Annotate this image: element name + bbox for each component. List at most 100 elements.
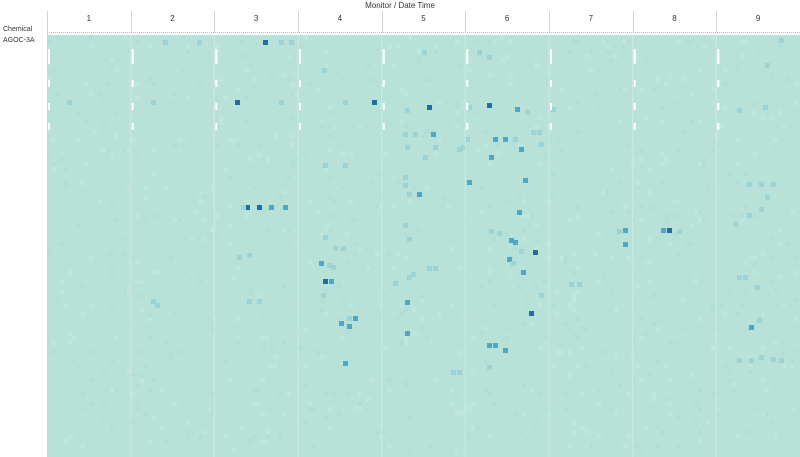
heatmap-cell [752,152,757,158]
heatmap-cell [790,364,795,369]
heatmap-highlight-cell [247,253,252,258]
heatmap-cell [572,298,577,303]
heatmap-cell [257,152,262,158]
heatmap-highlight-cell [519,249,524,254]
heatmap-cell [609,368,614,374]
heatmap-cell [173,218,178,223]
heatmap-cell [576,204,581,209]
missing-data-gap [466,103,469,110]
heatmap-cell [588,49,593,54]
heatmap-cell [538,161,543,167]
heatmap-cell [677,39,682,45]
heatmap-cell [794,100,799,106]
heatmap-cell [294,157,299,162]
heatmap-cell [483,359,488,364]
heatmap-cell [303,152,308,158]
heatmap-cell [152,171,157,176]
heatmap-cell [219,114,224,120]
heatmap-cell [101,100,106,106]
heatmap-cell [773,340,778,346]
heatmap-cell [538,392,543,397]
heatmap-cell [723,82,728,87]
heatmap-cell [534,223,539,228]
heatmap-cell [353,218,358,223]
heatmap-cell [467,406,472,411]
heatmap-cell [454,100,459,106]
heatmap-cell [290,143,295,148]
heatmap-cell [332,199,337,205]
heatmap-highlight-cell [289,40,294,45]
heatmap-highlight-cell [487,55,492,60]
heatmap-cell [147,77,152,82]
heatmap-cell [80,284,85,289]
heatmap-cell [660,429,665,435]
heatmap-cell [135,82,140,87]
heatmap-cell [294,35,299,40]
heatmap-cell [366,265,371,270]
heatmap-cell [72,335,77,341]
heatmap-cell [580,425,585,430]
heatmap-cell [639,86,644,92]
heatmap-cell [677,147,682,153]
heatmap-cell [416,227,421,233]
heatmap-cell [265,157,270,162]
heatmap-cell [303,35,308,40]
heatmap-highlight-cell [319,261,324,266]
heatmap-cell [710,86,715,92]
heatmap-cell [299,44,304,50]
heatmap-highlight-cell [431,132,436,137]
heatmap-cell [769,255,774,261]
heatmap-cell [567,373,572,379]
heatmap-cell [185,434,190,440]
heatmap-cell [206,317,211,322]
heatmap-cell [626,39,631,45]
heatmap-highlight-cell [569,282,574,287]
heatmap-cell [794,255,799,261]
heatmap-cell [273,133,278,139]
heatmap-cell [521,321,526,327]
heatmap-highlight-cell [279,100,284,105]
heatmap-cell [210,392,215,397]
heatmap-cell [576,213,581,219]
heatmap-cell [315,349,320,355]
heatmap-highlight-cell [523,178,528,183]
heatmap-cell [660,161,665,167]
heatmap-cell [752,100,757,106]
heatmap-cell [605,190,610,195]
missing-data-gap [48,57,50,64]
heatmap-highlight-cell [507,257,512,262]
heatmap-cell [105,147,110,153]
heatmap-cell [639,218,644,223]
heatmap-cell [122,237,127,242]
heatmap-cell [370,180,375,186]
heatmap-cell [269,345,274,350]
heatmap-highlight-cell [465,137,470,142]
heatmap-cell [366,396,371,402]
heatmap-cell [471,335,476,341]
heatmap-cell [143,194,148,200]
heatmap-cell [395,317,400,322]
heatmap-highlight-cell [623,242,628,247]
heatmap-cell [530,321,535,327]
heatmap-cell [761,251,766,256]
heatmap-cell [656,443,661,449]
heatmap-cell [307,406,312,411]
heatmap-cell [294,241,299,247]
heatmap-highlight-cell [372,100,377,105]
heatmap-cell [236,317,241,322]
heatmap-cell [777,110,782,115]
heatmap-cell [740,39,745,45]
heatmap-cell [341,77,346,82]
heatmap-cell [500,232,505,238]
heatmap-cell [89,91,94,97]
heatmap-cell [307,401,312,407]
heatmap-cell [572,251,577,256]
heatmap-cell [639,335,644,341]
heatmap-cell [500,35,505,40]
heatmap-cell [320,307,325,313]
heatmap-cell [622,86,627,92]
heatmap-cell [332,124,337,129]
heatmap-cell [231,138,236,144]
heatmap-cell [567,105,572,111]
heatmap-cell [563,406,568,411]
